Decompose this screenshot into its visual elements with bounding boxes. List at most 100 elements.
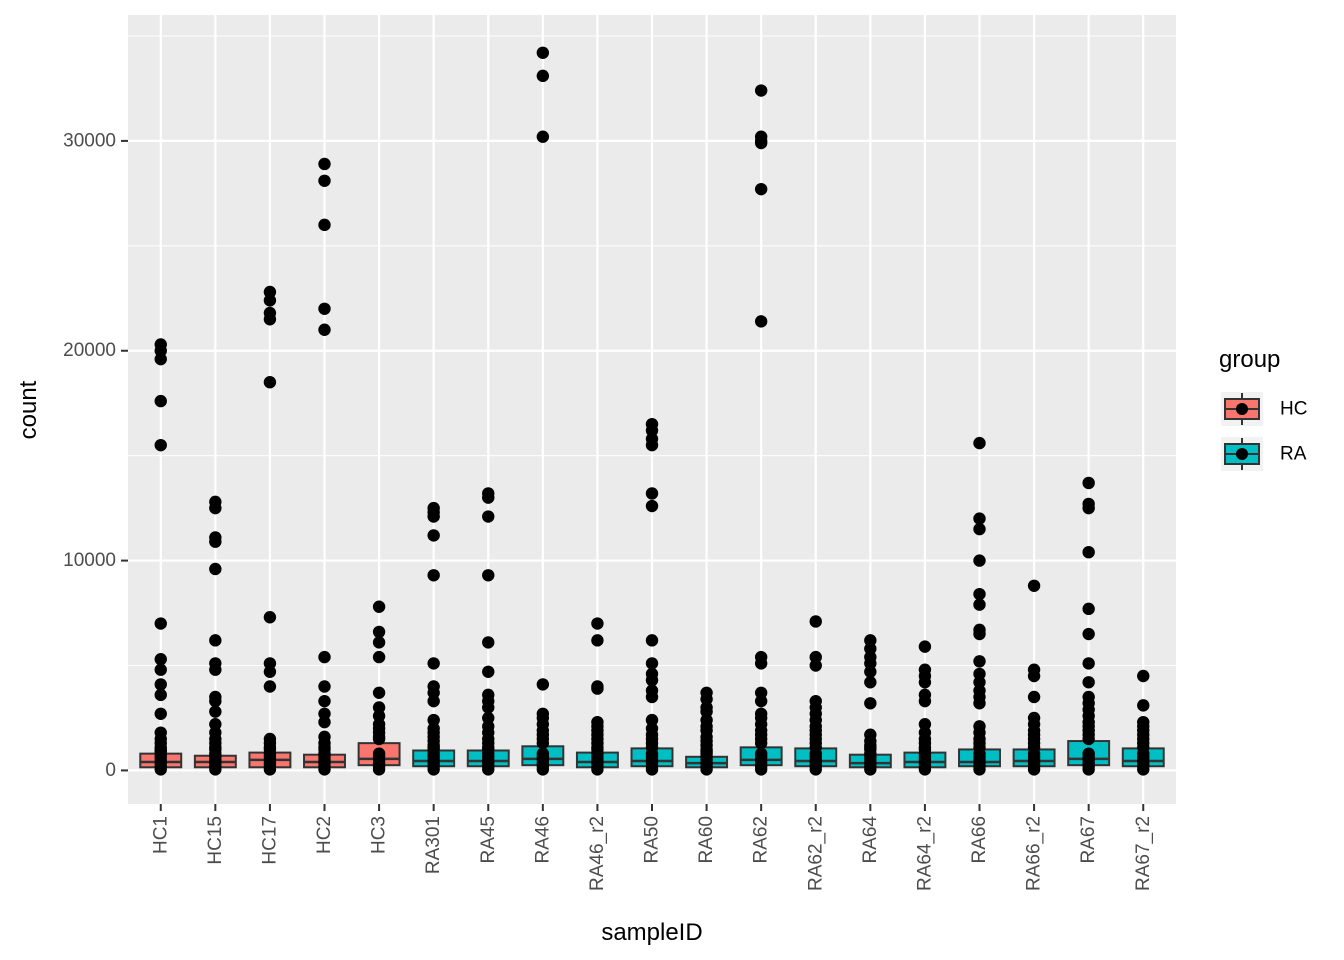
outlier-point (154, 438, 167, 452)
outlier-point (1027, 579, 1041, 592)
outlier-point (973, 627, 986, 641)
outlier-point (154, 394, 167, 408)
outlier-point (263, 680, 277, 693)
point (645, 747, 659, 760)
x-tick-label: RA67 (1078, 816, 1099, 864)
point (263, 747, 277, 760)
outlier-point (263, 313, 277, 326)
outlier-point (1082, 545, 1095, 559)
outlier-point (318, 715, 331, 729)
outlier-point (318, 302, 331, 315)
outlier-point (482, 569, 495, 582)
outlier-point (482, 636, 495, 649)
outlier-point (154, 653, 167, 666)
point (372, 747, 386, 760)
outlier-point (372, 636, 386, 649)
outlier-point (754, 84, 768, 97)
x-tick-label: RA45 (478, 816, 499, 864)
outlier-point (918, 640, 932, 653)
outlier-point (1027, 669, 1041, 683)
outlier-point (754, 736, 768, 750)
outlier-point (973, 587, 986, 601)
outlier-point (809, 659, 822, 672)
x-tick-label: HC15 (205, 816, 226, 865)
outlier-point (754, 136, 768, 150)
outlier-point (427, 694, 440, 708)
outlier-point (209, 501, 222, 515)
outlier-point (209, 634, 222, 647)
point (809, 747, 822, 760)
x-tick-label: RA46_r2 (587, 816, 608, 891)
outlier-point (1082, 676, 1095, 689)
legend: group HC RA (1219, 346, 1307, 471)
point (591, 747, 604, 760)
x-tick-label: RA66_r2 (1024, 816, 1045, 891)
legend-label-HC: HC (1280, 399, 1307, 420)
outlier-point (318, 694, 331, 708)
outlier-point (645, 673, 659, 687)
outlier-points (154, 46, 1150, 776)
outlier-point (973, 512, 986, 525)
x-tick-label: HC3 (369, 816, 390, 854)
point (700, 747, 713, 760)
x-tick-label: RA62_r2 (805, 816, 826, 891)
outlier-point (645, 438, 659, 452)
outlier-point (209, 663, 222, 676)
outlier-point (536, 46, 550, 59)
point (536, 747, 550, 760)
x-tick-label: HC1 (150, 816, 171, 854)
outlier-point (973, 554, 986, 567)
point (209, 747, 222, 760)
outlier-point (318, 174, 331, 187)
x-tick-label: RA64 (860, 816, 881, 864)
outlier-point (318, 323, 331, 336)
outlier-point (1082, 476, 1095, 490)
outlier-point (645, 690, 659, 704)
x-tick-label: RA301 (423, 816, 444, 874)
outlier-point (482, 510, 495, 523)
outlier-point (864, 665, 877, 679)
outlier-point (591, 634, 604, 647)
outlier-point (209, 562, 222, 576)
outlier-point (973, 436, 986, 450)
outlier-point (918, 676, 932, 689)
x-tick-label: RA64_r2 (914, 816, 935, 891)
x-tick-label: RA60 (696, 816, 717, 864)
y-tick-label: 0 (105, 760, 116, 781)
point (864, 747, 877, 760)
outlier-point (263, 294, 277, 307)
point (918, 747, 932, 760)
point (1027, 747, 1041, 760)
outlier-point (536, 736, 550, 750)
outlier-point (372, 625, 386, 639)
outlier-point (1082, 602, 1095, 616)
y-tick-label: 10000 (63, 550, 116, 571)
outlier-point (1082, 627, 1095, 641)
outlier-point (372, 600, 386, 613)
outlier-point (427, 569, 440, 582)
outlier-point (427, 529, 440, 542)
outlier-point (1082, 501, 1095, 515)
point (1137, 747, 1150, 760)
outlier-point (645, 499, 659, 513)
point (973, 747, 986, 760)
legend-label-RA: RA (1280, 444, 1307, 465)
outlier-point (973, 598, 986, 611)
outlier-point (973, 522, 986, 536)
outlier-point (318, 650, 331, 664)
outlier-point (1137, 699, 1150, 712)
legend-point (1236, 403, 1248, 415)
outlier-point (209, 694, 222, 708)
outlier-point (536, 678, 550, 691)
outlier-point (918, 694, 932, 708)
outlier-point (154, 663, 167, 676)
outlier-point (864, 676, 877, 689)
outlier-point (591, 617, 604, 630)
point (1082, 747, 1095, 760)
x-tick-label: RA46 (532, 816, 553, 864)
outlier-point (372, 732, 386, 746)
outlier-point (973, 697, 986, 710)
outlier-point (154, 617, 167, 630)
outlier-point (864, 697, 877, 710)
